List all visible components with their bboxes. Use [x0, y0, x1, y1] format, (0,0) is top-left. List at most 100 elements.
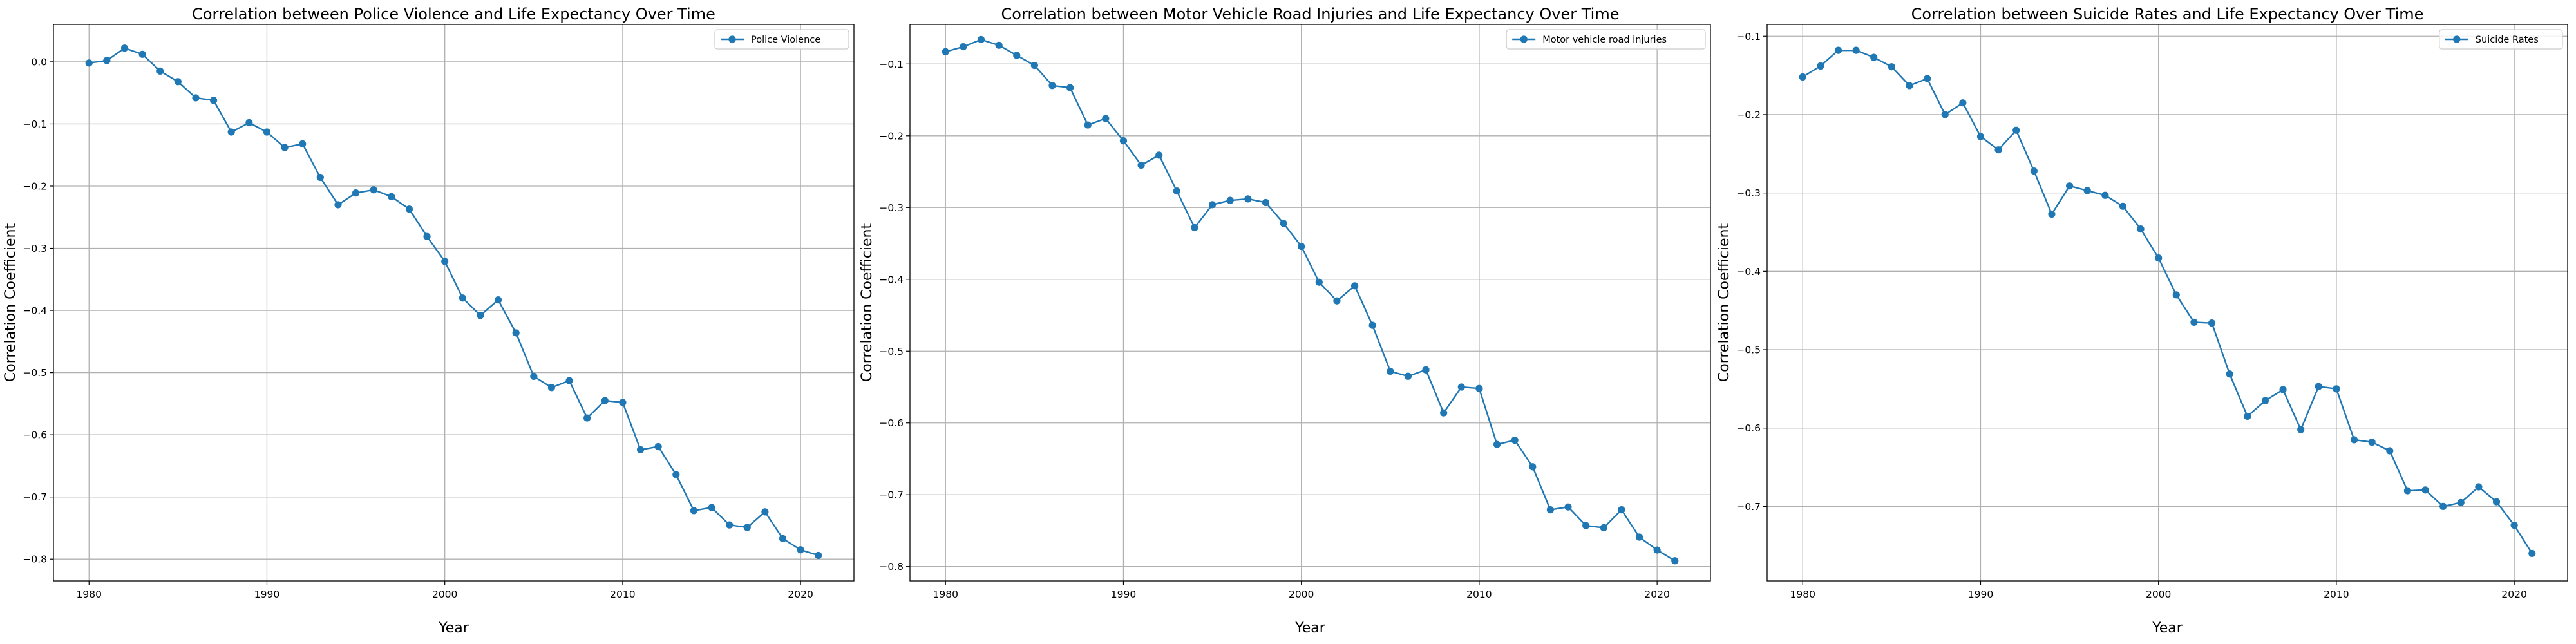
legend-box — [1506, 29, 1706, 50]
data-point — [942, 48, 949, 55]
y-tick-label: −0.2 — [23, 180, 47, 192]
legend-marker — [2453, 35, 2461, 43]
chart-title: Correlation between Police Violence and … — [192, 5, 715, 23]
data-point — [1994, 146, 2002, 154]
y-axis-label: Correlation Coefficient — [859, 223, 875, 383]
data-point — [2208, 319, 2216, 327]
data-point — [2421, 486, 2429, 494]
axes-frame — [1766, 24, 2568, 582]
data-point — [1976, 133, 1985, 140]
y-axis-label: Correlation Coefficient — [1716, 223, 1732, 383]
data-point — [2350, 436, 2358, 444]
legend-box — [2439, 29, 2563, 50]
data-point — [2528, 549, 2536, 558]
data-point — [477, 312, 484, 319]
data-point — [636, 446, 645, 453]
data-point — [2226, 370, 2233, 378]
data-point — [1404, 372, 1412, 380]
y-tick-label: −0.2 — [1736, 109, 1761, 120]
x-axis-label: Year — [1294, 620, 1326, 636]
y-tick-label: −0.3 — [23, 243, 47, 254]
data-point — [2315, 383, 2322, 390]
data-point — [530, 372, 538, 380]
x-tick-label: 1980 — [77, 589, 102, 600]
x-tick-label: 1980 — [933, 589, 958, 600]
data-point — [1924, 75, 1931, 82]
data-point — [761, 508, 769, 516]
y-tick-label: −0.7 — [879, 489, 904, 501]
data-point — [138, 50, 146, 58]
y-tick-label: −0.5 — [879, 346, 904, 357]
data-point — [1173, 187, 1180, 195]
x-tick-label: 2000 — [1289, 589, 1314, 600]
x-tick-label: 2020 — [2501, 589, 2526, 600]
data-point — [2439, 502, 2447, 510]
data-point — [1529, 463, 1537, 471]
data-point — [1852, 46, 1860, 54]
data-point — [779, 535, 787, 542]
chart-panel-1: 1980 1990 2000 2010 2020 0.0 −0.1 −0.2 −0.3 −0.4 −… — [3, 5, 855, 636]
data-point — [1959, 99, 1967, 107]
data-point — [2065, 182, 2074, 190]
data-point — [1350, 282, 1359, 290]
data-point — [1671, 557, 1679, 565]
y-tick-label: −0.1 — [23, 118, 47, 130]
data-point — [512, 329, 520, 337]
data-point — [1582, 522, 1590, 529]
data-point — [1244, 195, 1252, 203]
data-point — [1799, 73, 1806, 81]
data-point — [2083, 187, 2091, 194]
chart-panel-2: 1980 1990 2000 2010 2020 −0.1 −0.2 −0.3 −0.4 −0.5… — [859, 5, 1711, 636]
data-point — [619, 399, 627, 406]
x-tick-label: 2020 — [1644, 589, 1669, 600]
y-tick-label: −0.8 — [879, 561, 904, 573]
data-point — [960, 43, 967, 51]
legend: Police Violence — [714, 29, 849, 50]
data-point — [1564, 503, 1572, 511]
data-point — [1066, 84, 1074, 91]
data-point — [1600, 524, 1607, 532]
axes-frame — [53, 24, 855, 582]
data-point — [797, 546, 804, 554]
data-point — [281, 144, 289, 151]
data-point — [743, 524, 751, 531]
data-point — [672, 471, 680, 478]
data-point — [547, 384, 556, 392]
data-point — [1906, 82, 1913, 90]
x-tick-label: 2010 — [1466, 589, 1492, 600]
data-point — [1493, 440, 1501, 448]
y-tick-label: −0.1 — [1736, 31, 1761, 43]
data-point — [2137, 225, 2145, 233]
data-point — [1870, 53, 1878, 61]
data-point — [2510, 522, 2518, 529]
data-point — [1422, 366, 1430, 374]
data-point — [2048, 210, 2056, 218]
y-tick-label: −0.5 — [1736, 345, 1761, 356]
y-tick-label: −0.4 — [1736, 266, 1761, 278]
data-point — [1888, 63, 1895, 71]
data-point — [1618, 506, 1625, 514]
legend-label: Suicide Rates — [2476, 35, 2539, 45]
axes-frame — [909, 24, 1711, 582]
legend: Suicide Rates — [2439, 29, 2563, 50]
data-point — [2261, 397, 2269, 404]
data-point — [2155, 254, 2163, 262]
legend-marker — [728, 35, 736, 43]
data-point — [1262, 198, 1270, 207]
data-point — [2279, 386, 2287, 393]
chart-title: Correlation between Motor Vehicle Road I… — [1001, 5, 1620, 23]
data-point — [2457, 498, 2465, 506]
data-point — [1137, 161, 1145, 169]
data-point — [210, 97, 218, 104]
x-tick-label: 2020 — [788, 589, 813, 600]
y-tick-label: −0.3 — [879, 202, 904, 214]
data-point — [565, 377, 573, 384]
data-point — [494, 296, 502, 304]
y-tick-label: −0.7 — [1736, 501, 1761, 513]
data-point — [2119, 202, 2127, 210]
data-point — [726, 521, 734, 529]
data-point — [995, 41, 1003, 49]
y-tick-label: −0.5 — [23, 367, 47, 379]
data-point — [1191, 223, 1198, 232]
y-tick-label: −0.4 — [23, 305, 47, 317]
